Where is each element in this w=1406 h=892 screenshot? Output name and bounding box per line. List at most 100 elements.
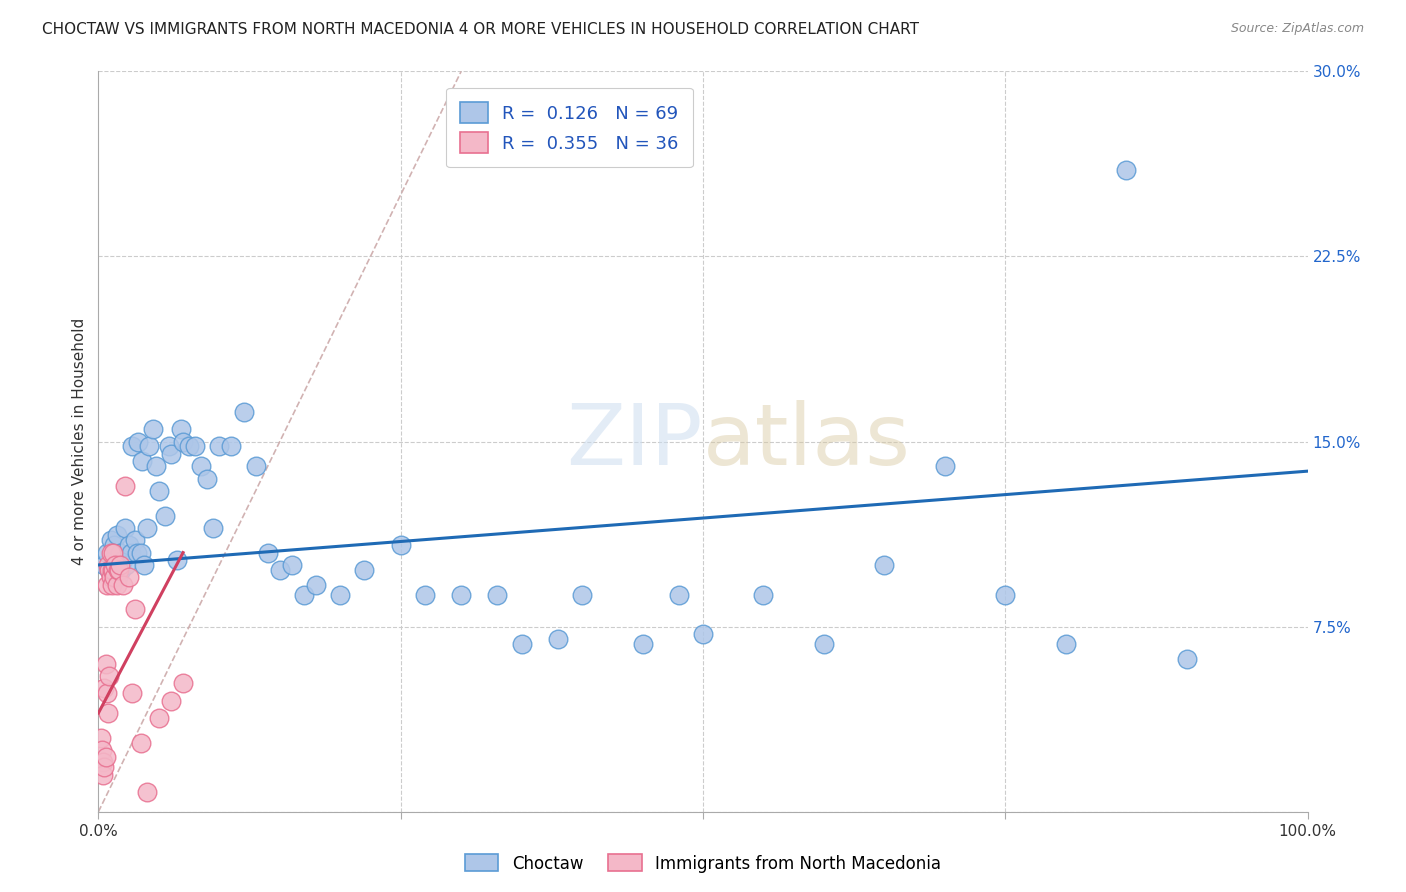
Point — [292, 588, 315, 602]
Point — [934, 459, 956, 474]
Point — [100, 570, 122, 584]
Point — [232, 405, 254, 419]
Point — [413, 588, 436, 602]
Point — [245, 459, 267, 474]
Point — [142, 422, 165, 436]
Point — [100, 563, 122, 577]
Point — [281, 558, 304, 572]
Point — [179, 440, 201, 454]
Point — [96, 577, 118, 591]
Legend: Choctaw, Immigrants from North Macedonia: Choctaw, Immigrants from North Macedonia — [458, 847, 948, 880]
Point — [93, 760, 115, 774]
Point — [118, 570, 141, 584]
Point — [145, 459, 167, 474]
Point — [752, 588, 775, 602]
Text: CHOCTAW VS IMMIGRANTS FROM NORTH MACEDONIA 4 OR MORE VEHICLES IN HOUSEHOLD CORRE: CHOCTAW VS IMMIGRANTS FROM NORTH MACEDON… — [42, 22, 920, 37]
Point — [692, 627, 714, 641]
Point — [172, 676, 194, 690]
Point — [353, 563, 375, 577]
Point — [115, 558, 138, 572]
Point — [101, 553, 124, 567]
Point — [107, 563, 129, 577]
Point — [389, 538, 412, 552]
Point — [105, 528, 128, 542]
Point — [184, 440, 207, 454]
Point — [100, 577, 122, 591]
Point — [93, 681, 115, 696]
Point — [305, 577, 328, 591]
Point — [547, 632, 569, 646]
Point — [111, 553, 134, 567]
Point — [108, 558, 131, 572]
Point — [135, 521, 157, 535]
Point — [111, 577, 134, 591]
Point — [118, 538, 141, 552]
Point — [1175, 651, 1198, 665]
Point — [103, 570, 125, 584]
Point — [221, 440, 243, 454]
Point — [571, 588, 593, 602]
Point — [96, 686, 118, 700]
Point — [131, 454, 153, 468]
Point — [148, 483, 170, 498]
Point — [114, 479, 136, 493]
Point — [98, 669, 121, 683]
Point — [129, 736, 152, 750]
Point — [135, 785, 157, 799]
Point — [190, 459, 212, 474]
Point — [90, 731, 112, 745]
Y-axis label: 4 or more Vehicles in Household: 4 or more Vehicles in Household — [72, 318, 87, 566]
Point — [100, 546, 122, 560]
Text: ZIP: ZIP — [567, 400, 703, 483]
Point — [98, 563, 121, 577]
Point — [450, 588, 472, 602]
Point — [129, 546, 152, 560]
Point — [486, 588, 509, 602]
Point — [103, 538, 125, 552]
Point — [94, 750, 117, 764]
Text: Source: ZipAtlas.com: Source: ZipAtlas.com — [1230, 22, 1364, 36]
Point — [97, 558, 120, 572]
Point — [166, 553, 188, 567]
Point — [160, 694, 183, 708]
Point — [93, 558, 115, 572]
Point — [208, 440, 231, 454]
Point — [202, 521, 225, 535]
Point — [1115, 163, 1137, 178]
Point — [127, 434, 149, 449]
Point — [169, 422, 191, 436]
Point — [121, 686, 143, 700]
Point — [138, 440, 160, 454]
Point — [100, 533, 122, 548]
Point — [813, 637, 835, 651]
Point — [104, 558, 127, 572]
Point — [97, 706, 120, 720]
Point — [110, 563, 132, 577]
Point — [108, 546, 131, 560]
Point — [108, 563, 131, 577]
Point — [107, 570, 129, 584]
Point — [124, 533, 146, 548]
Point — [195, 471, 218, 485]
Point — [134, 558, 156, 572]
Point — [668, 588, 690, 602]
Point — [510, 637, 533, 651]
Point — [873, 558, 896, 572]
Point — [114, 521, 136, 535]
Point — [148, 711, 170, 725]
Point — [105, 577, 128, 591]
Point — [101, 563, 124, 577]
Point — [91, 767, 114, 781]
Point — [329, 588, 352, 602]
Point — [94, 657, 117, 671]
Point — [631, 637, 654, 651]
Point — [256, 546, 278, 560]
Point — [91, 756, 114, 770]
Point — [96, 546, 118, 560]
Point — [172, 434, 194, 449]
Point — [120, 546, 142, 560]
Point — [98, 563, 121, 577]
Point — [127, 546, 149, 560]
Point — [994, 588, 1017, 602]
Point — [269, 563, 291, 577]
